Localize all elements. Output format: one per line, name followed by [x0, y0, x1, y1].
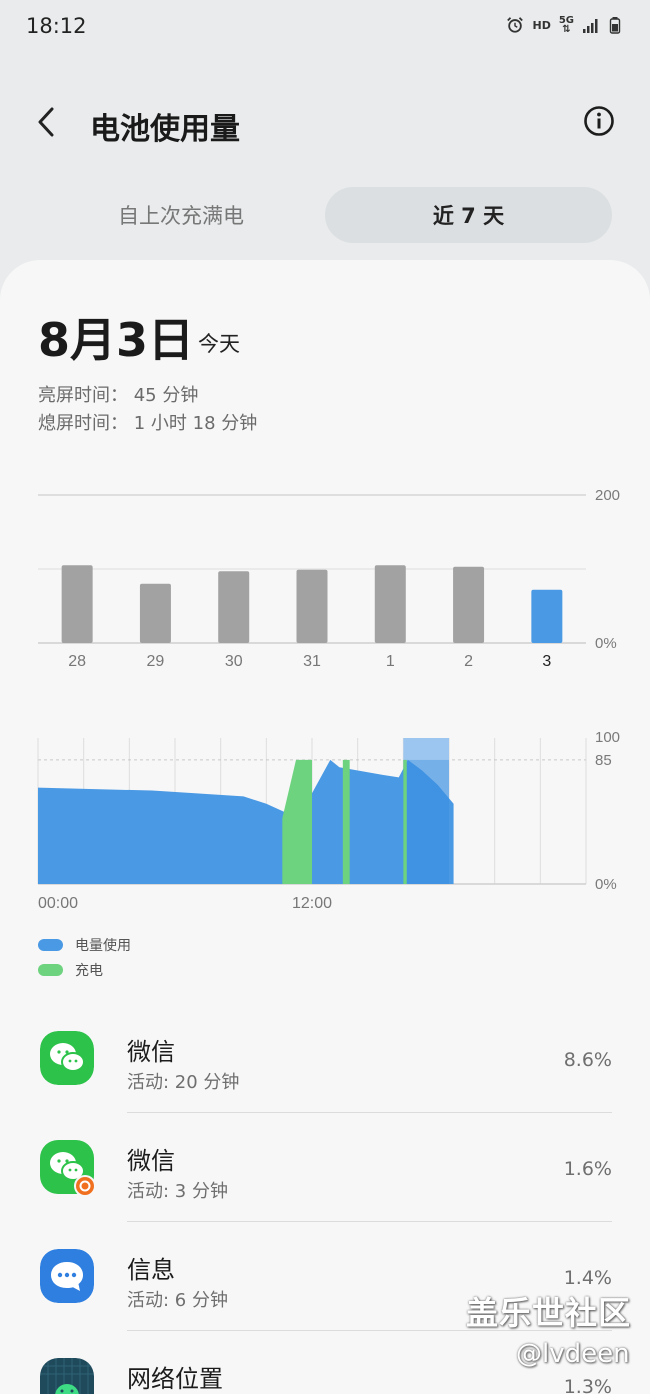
- divider: [127, 1112, 612, 1113]
- x-tick-label: 31: [303, 653, 321, 670]
- data-arrows-icon: ⇅: [562, 24, 571, 35]
- selected-window-overlay: [403, 759, 449, 884]
- charging-segment: [342, 759, 350, 884]
- watermark-community: 盖乐世社区: [466, 1294, 632, 1332]
- usage-charts: 200 0% 28 29 30 31 1 2 3 100 85 0% 00:00 12:00: [37, 487, 620, 912]
- today-label: 今天: [198, 332, 240, 356]
- daily-usage-bar-chart[interactable]: 200 0% 28 29 30 31 1 2 3: [38, 487, 620, 670]
- legend-swatch-usage: [38, 939, 63, 951]
- x-tick-label: 30: [225, 653, 243, 670]
- y-tick-label: 85: [595, 752, 612, 769]
- charging-segment: [403, 759, 407, 884]
- app-name: 信息: [127, 1256, 175, 1284]
- app-percent: 1.4%: [563, 1267, 612, 1289]
- bar: [61, 565, 93, 643]
- legend-item-charging: 充电: [38, 960, 103, 980]
- hd-indicator: HD: [532, 18, 551, 32]
- bar: [218, 571, 250, 643]
- wechat-icon: [40, 1031, 94, 1085]
- app-row-network-location[interactable]: 网络位置 1.3%: [0, 1332, 650, 1394]
- app-name: 微信: [127, 1147, 175, 1175]
- x-tick-label: 3: [542, 653, 551, 670]
- bar: [453, 566, 485, 643]
- x-tick-label: 12:00: [292, 895, 332, 912]
- y-tick-label: 0%: [595, 876, 617, 893]
- battery-icon: [609, 17, 621, 34]
- bar: [296, 569, 328, 643]
- usage-area: [38, 759, 454, 884]
- app-activity: 活动: 6 分钟: [127, 1290, 228, 1311]
- network-type: 5G: [558, 15, 574, 26]
- legend-label-charging: 充电: [75, 963, 103, 979]
- bar: [139, 583, 171, 643]
- app-percent: 1.3%: [563, 1376, 612, 1394]
- back-button[interactable]: [30, 100, 70, 144]
- status-bar: 18:12 HD 5G ⇅: [0, 0, 650, 56]
- app-row-wechat-clone[interactable]: 微信 活动: 3 分钟 1.6%: [0, 1114, 650, 1223]
- wechat-clone-icon: [40, 1140, 96, 1197]
- bar: [374, 565, 406, 643]
- app-row-messages[interactable]: 信息 活动: 6 分钟 1.4%: [0, 1223, 650, 1332]
- network-indicator: 5G ⇅: [558, 15, 574, 35]
- signal-icon: [583, 19, 598, 33]
- status-time: 18:12: [26, 14, 87, 38]
- hourly-battery-area-chart[interactable]: 100 85 0% 00:00 12:00: [37, 729, 620, 912]
- chevron-left-icon: [38, 107, 54, 137]
- bar: [531, 589, 563, 643]
- app-activity: 活动: 3 分钟: [127, 1181, 228, 1202]
- divider: [127, 1221, 612, 1222]
- status-icons: HD 5G ⇅: [506, 15, 626, 35]
- x-tick-label: 1: [386, 653, 395, 670]
- selected-date: 8月3日: [38, 313, 195, 367]
- tab-last-7-days[interactable]: 近 7 天: [325, 187, 612, 243]
- info-button[interactable]: [582, 104, 616, 138]
- x-tick-label: 00:00: [38, 895, 78, 912]
- screen-on-time: 亮屏时间： 45 分钟: [38, 385, 199, 406]
- x-tick-label: 2: [464, 653, 473, 670]
- android-icon: [40, 1358, 94, 1394]
- charging-segment: [282, 759, 312, 884]
- app-name: 网络位置: [127, 1365, 223, 1393]
- legend-item-usage: 电量使用: [38, 935, 131, 955]
- y-tick-label: 100: [595, 729, 620, 746]
- app-row-wechat[interactable]: 微信 活动: 20 分钟 8.6%: [0, 1005, 650, 1114]
- y-tick-label: 0%: [595, 635, 617, 652]
- app-percent: 1.6%: [563, 1158, 612, 1180]
- divider: [127, 1330, 612, 1331]
- app-percent: 8.6%: [563, 1049, 612, 1071]
- x-tick-label: 29: [147, 653, 165, 670]
- app-name: 微信: [127, 1038, 175, 1066]
- alarm-icon: [507, 17, 524, 33]
- legend-label-usage: 电量使用: [75, 938, 131, 954]
- legend-swatch-charging: [38, 964, 63, 976]
- x-tick-label: 28: [68, 653, 86, 670]
- info-icon: [584, 106, 614, 136]
- app-activity: 活动: 20 分钟: [127, 1072, 240, 1093]
- screen-off-time: 熄屏时间： 1 小时 18 分钟: [38, 413, 258, 434]
- page-title: 电池使用量: [90, 112, 240, 147]
- y-tick-label: 200: [595, 487, 620, 504]
- messages-icon: [40, 1249, 94, 1303]
- tab-since-last-charge[interactable]: 自上次充满电: [118, 204, 244, 228]
- watermark-handle: @lvdeen: [516, 1339, 630, 1369]
